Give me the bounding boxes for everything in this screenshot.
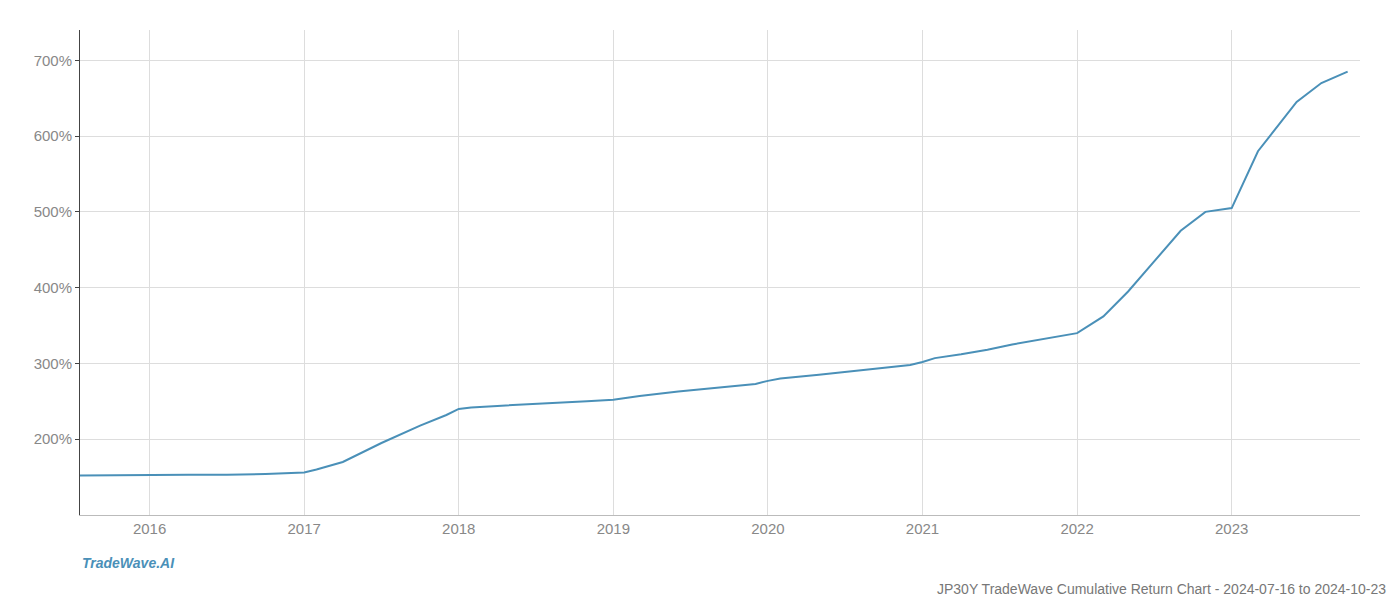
svg-text:2022: 2022 <box>1060 520 1093 537</box>
svg-text:400%: 400% <box>34 279 72 296</box>
svg-text:2018: 2018 <box>442 520 475 537</box>
svg-text:2019: 2019 <box>597 520 630 537</box>
svg-text:700%: 700% <box>34 52 72 69</box>
svg-text:500%: 500% <box>34 203 72 220</box>
svg-text:2023: 2023 <box>1215 520 1248 537</box>
svg-text:TradeWave.AI: TradeWave.AI <box>82 555 175 571</box>
svg-text:300%: 300% <box>34 355 72 372</box>
svg-text:JP30Y TradeWave Cumulative Ret: JP30Y TradeWave Cumulative Return Chart … <box>937 581 1386 597</box>
svg-text:600%: 600% <box>34 127 72 144</box>
svg-text:2020: 2020 <box>751 520 784 537</box>
svg-text:2021: 2021 <box>906 520 939 537</box>
svg-text:200%: 200% <box>34 430 72 447</box>
svg-text:2016: 2016 <box>133 520 166 537</box>
svg-text:2017: 2017 <box>287 520 320 537</box>
